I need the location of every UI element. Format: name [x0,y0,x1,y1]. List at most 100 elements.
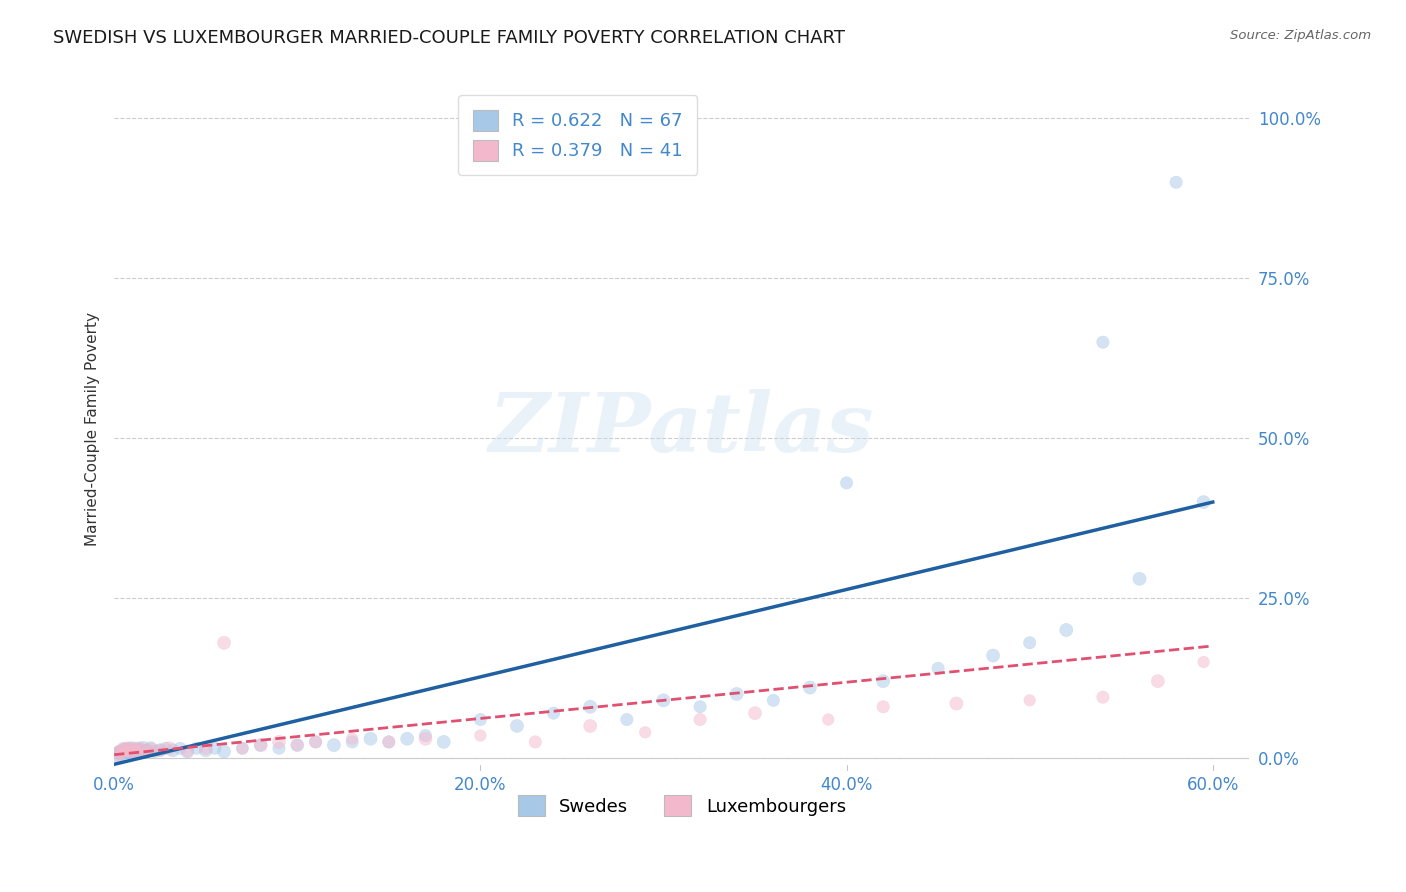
Point [322,738,344,752]
Point [1091,690,1114,705]
Point [396,731,419,746]
Point [107,747,129,762]
Point [249,738,271,752]
Point [212,636,235,650]
Point [1091,335,1114,350]
Point [689,713,711,727]
Point [115,746,138,760]
Point [267,735,290,749]
Point [176,744,198,758]
Point [132,743,155,757]
Point [121,743,143,757]
Point [186,741,208,756]
Point [112,741,135,756]
Point [136,743,159,757]
Y-axis label: Married-Couple Family Poverty: Married-Couple Family Poverty [86,311,100,546]
Point [744,706,766,720]
Point [231,741,253,756]
Point [470,713,492,727]
Point [134,744,156,758]
Point [212,744,235,758]
Point [304,735,326,749]
Point [127,741,149,756]
Point [927,661,949,675]
Point [112,746,135,760]
Point [835,475,858,490]
Point [143,744,166,758]
Point [433,735,456,749]
Point [139,741,162,756]
Text: SWEDISH VS LUXEMBOURGER MARRIED-COUPLE FAMILY POVERTY CORRELATION CHART: SWEDISH VS LUXEMBOURGER MARRIED-COUPLE F… [53,29,845,46]
Point [981,648,1004,663]
Point [342,731,364,746]
Point [725,687,748,701]
Point [378,735,401,749]
Point [1166,175,1188,189]
Point [155,741,177,756]
Point [360,731,382,746]
Point [112,743,135,757]
Point [304,735,326,749]
Point [634,725,657,739]
Point [1146,674,1168,689]
Point [121,741,143,756]
Point [114,744,136,758]
Point [945,697,967,711]
Point [118,744,141,758]
Point [125,744,148,758]
Point [872,699,894,714]
Point [1128,572,1150,586]
Point [231,741,253,756]
Point [652,693,675,707]
Point [125,744,148,758]
Point [115,743,138,757]
Point [1018,693,1040,707]
Point [131,746,153,760]
Point [128,743,150,757]
Point [124,741,146,756]
Point [120,744,142,758]
Point [506,719,529,733]
Point [762,693,785,707]
Point [115,743,138,757]
Point [579,719,602,733]
Point [149,743,172,757]
Point [194,741,217,756]
Point [118,741,141,756]
Point [342,735,364,749]
Point [120,746,142,760]
Point [136,744,159,758]
Point [114,744,136,758]
Point [285,738,308,752]
Point [1192,655,1215,669]
Point [1054,623,1077,637]
Point [267,741,290,756]
Point [470,729,492,743]
Point [204,741,226,756]
Point [124,743,146,757]
Point [817,713,839,727]
Point [120,743,142,757]
Point [872,674,894,689]
Point [139,741,162,756]
Point [108,744,131,758]
Point [110,746,132,760]
Point [378,735,401,749]
Point [1192,495,1215,509]
Point [799,681,821,695]
Point [543,706,565,720]
Point [132,741,155,756]
Point [108,746,131,760]
Point [616,713,638,727]
Point [579,699,602,714]
Point [415,729,437,743]
Text: Source: ZipAtlas.com: Source: ZipAtlas.com [1230,29,1371,42]
Point [249,738,271,752]
Point [194,743,217,757]
Point [108,744,131,758]
Point [149,743,172,757]
Point [110,747,132,761]
Point [121,744,143,758]
Point [107,747,129,762]
Point [285,738,308,752]
